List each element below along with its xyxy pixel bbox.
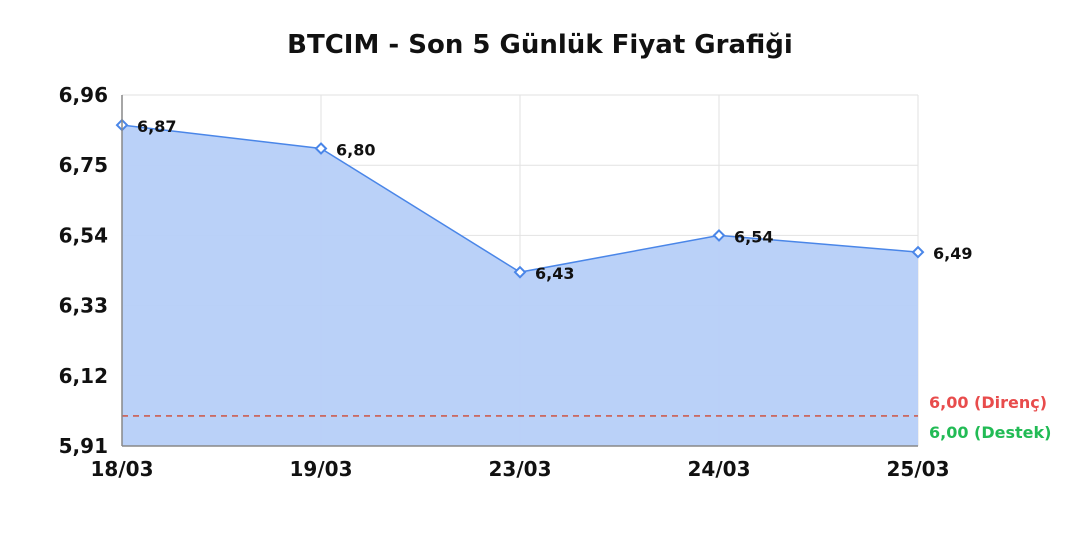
data-point xyxy=(712,228,726,242)
data-point xyxy=(314,142,328,155)
y-tick-label: 6,12 xyxy=(59,364,108,388)
axes: 5,91 6,12 6,33 6,54 6,75 6,96 18/03 19/03 23/03 2… xyxy=(59,83,950,481)
y-tick-label: 6,96 xyxy=(59,83,108,107)
data-label: 6,54 xyxy=(734,227,773,246)
area-fill xyxy=(122,125,918,446)
x-tick-label: 18/03 xyxy=(91,457,154,481)
y-tick-label: 6,54 xyxy=(59,223,108,247)
x-tick-label: 24/03 xyxy=(688,457,751,481)
chart-title: BTCIM - Son 5 Günlük Fiyat Grafiği xyxy=(287,30,793,60)
data-label: 6,87 xyxy=(137,117,176,136)
y-tick-label: 5,91 xyxy=(59,434,108,458)
x-tick-label: 19/03 xyxy=(290,457,353,481)
data-label: 6,80 xyxy=(336,140,375,159)
x-tick-label: 25/03 xyxy=(887,457,950,481)
y-tick-label: 6,75 xyxy=(59,153,108,177)
data-label: 6,49 xyxy=(933,244,972,263)
data-point xyxy=(513,265,527,279)
reference-lines: 6,00 (Destek) 6,00 (Direnç) xyxy=(122,393,1051,442)
reference-label: 6,00 (Direnç) xyxy=(929,393,1047,412)
data-point xyxy=(911,245,925,259)
reference-label: 6,00 (Destek) xyxy=(929,423,1051,442)
data-marks: 6,87 6,80 6,43 6,54 6,49 xyxy=(115,117,972,283)
data-label: 6,43 xyxy=(535,264,574,283)
y-tick-label: 6,33 xyxy=(59,294,108,318)
x-tick-label: 23/03 xyxy=(489,457,552,481)
